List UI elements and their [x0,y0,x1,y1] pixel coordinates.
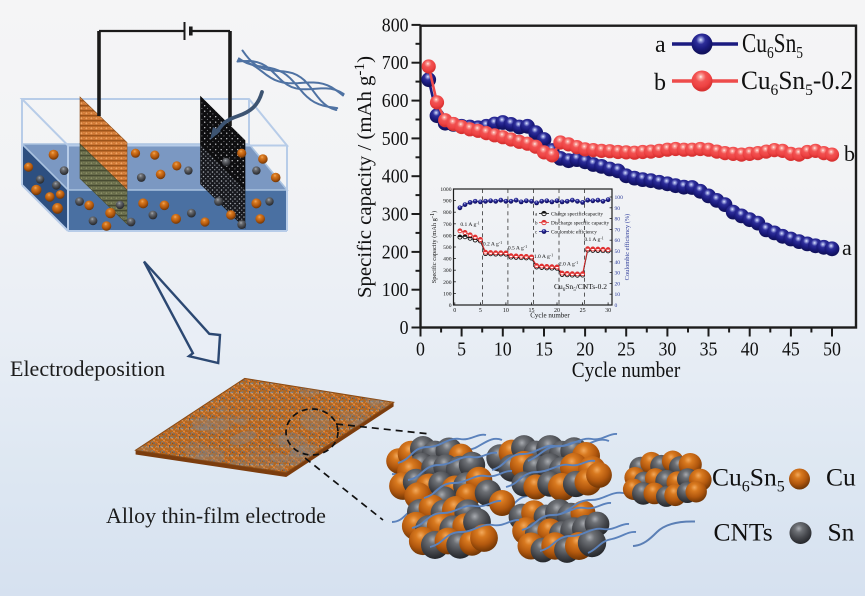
svg-text:2.0 A g-1: 2.0 A g-1 [559,260,578,268]
svg-text:100: 100 [382,279,409,301]
svg-text:Charge specific capacity: Charge specific capacity [551,210,603,217]
svg-text:10: 10 [503,308,509,314]
svg-text:40: 40 [741,339,759,361]
svg-text:600: 600 [443,233,452,239]
svg-text:800: 800 [382,14,409,36]
svg-text:500: 500 [443,245,452,251]
svg-text:a: a [655,32,666,58]
svg-text:500: 500 [382,128,409,150]
svg-text:0: 0 [453,308,456,314]
svg-text:Cu6Sn5/CNTs-0.2: Cu6Sn5/CNTs-0.2 [554,282,607,293]
svg-text:90: 90 [615,206,621,212]
svg-text:CNTs: CNTs [714,518,773,547]
svg-text:1.0 A g-1: 1.0 A g-1 [534,253,553,261]
svg-text:b: b [844,141,855,166]
svg-text:400: 400 [443,257,452,263]
svg-text:Cycle number: Cycle number [530,312,570,320]
svg-text:50: 50 [615,249,621,255]
svg-text:30: 30 [659,339,677,361]
svg-text:Cycle number: Cycle number [572,357,681,382]
svg-text:Alloy thin-film electrode: Alloy thin-film electrode [106,503,326,528]
svg-text:Cu: Cu [826,463,856,492]
svg-text:60: 60 [615,238,621,244]
svg-text:20: 20 [615,281,621,287]
svg-text:0: 0 [449,303,452,309]
svg-text:15: 15 [535,339,553,361]
svg-text:a: a [842,235,852,260]
svg-text:20: 20 [576,339,594,361]
svg-text:Sn: Sn [828,518,855,547]
svg-text:15: 15 [529,308,535,314]
svg-text:35: 35 [700,339,718,361]
svg-text:0.5 A g-1: 0.5 A g-1 [508,244,527,252]
svg-text:25: 25 [580,308,586,314]
svg-text:b: b [535,221,538,226]
svg-text:100: 100 [443,291,452,297]
svg-text:0: 0 [615,303,618,309]
svg-text:25: 25 [617,339,635,361]
svg-text:10: 10 [615,292,621,298]
svg-text:45: 45 [782,339,800,361]
svg-text:400: 400 [382,166,409,188]
svg-text:Coulombic efficiency (%): Coulombic efficiency (%) [624,214,631,281]
svg-text:700: 700 [443,222,452,228]
svg-text:0: 0 [400,317,409,339]
svg-text:b: b [654,70,666,96]
svg-text:10: 10 [494,339,512,361]
svg-text:Electrodeposition: Electrodeposition [10,356,165,381]
svg-text:1000: 1000 [440,187,451,193]
svg-text:Specific capacity (mAh g-1): Specific capacity (mAh g-1) [429,211,438,284]
svg-text:300: 300 [382,204,409,226]
svg-text:a: a [535,212,538,217]
svg-text:600: 600 [382,90,409,112]
svg-text:c: c [535,230,538,235]
svg-text:5: 5 [479,308,482,314]
svg-text:0: 0 [416,339,425,361]
svg-text:5: 5 [457,339,466,361]
svg-text:0.1 A g-1: 0.1 A g-1 [584,236,603,244]
svg-text:300: 300 [443,268,452,274]
svg-text:40: 40 [615,260,621,266]
svg-text:Specific capacity / (mAh g-1): Specific capacity / (mAh g-1) [352,56,376,298]
svg-text:30: 30 [615,271,621,277]
svg-text:100: 100 [615,195,624,201]
svg-text:Discharge specific capacity: Discharge specific capacity [551,219,609,226]
svg-text:80: 80 [615,217,621,223]
svg-text:50: 50 [823,339,841,361]
svg-text:Cu6Sn5-0.2: Cu6Sn5-0.2 [741,66,853,99]
svg-text:0.2 A g-1: 0.2 A g-1 [483,240,502,248]
svg-text:700: 700 [382,52,409,74]
svg-text:800: 800 [443,210,452,216]
svg-text:30: 30 [605,308,611,314]
svg-text:70: 70 [615,227,621,233]
svg-text:Coulombic efficiency: Coulombic efficiency [551,228,597,235]
svg-text:0.1 A g-1: 0.1 A g-1 [460,221,479,229]
svg-text:20: 20 [554,308,560,314]
svg-text:200: 200 [443,280,452,286]
svg-text:200: 200 [382,241,409,263]
svg-text:900: 900 [443,199,452,205]
